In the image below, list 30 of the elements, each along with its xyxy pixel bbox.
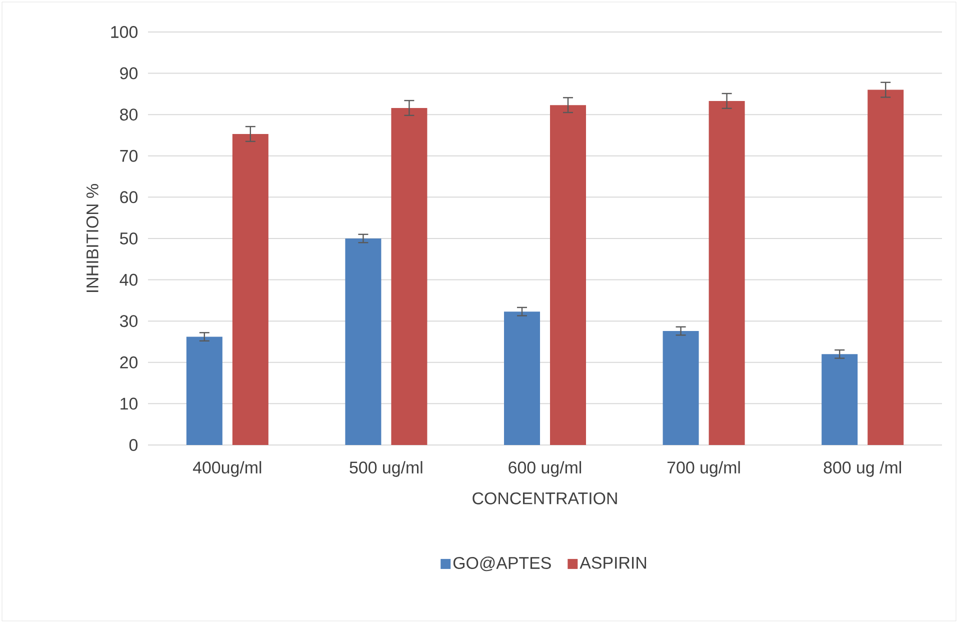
x-axis-title: CONCENTRATION <box>472 492 617 504</box>
legend-label: GO@APTES <box>453 556 551 572</box>
x-tick-label: 400ug/ml <box>192 461 262 477</box>
y-tick-label: 100 <box>111 26 138 38</box>
y-tick-label: 50 <box>120 232 138 244</box>
x-tick-label: 700 ug/ml <box>667 461 740 477</box>
x-tick-label: 500 ug/ml <box>350 461 422 477</box>
bar <box>868 90 904 445</box>
bar <box>232 134 268 445</box>
x-tick-label: 600 ug/ml <box>508 461 582 477</box>
bar <box>504 312 540 445</box>
y-tick-label: 0 <box>129 438 138 451</box>
y-tick-label: 20 <box>120 356 138 368</box>
y-tick-label: 30 <box>120 315 138 328</box>
y-tick-label: 70 <box>120 150 138 162</box>
bar <box>186 336 222 445</box>
bar <box>822 354 858 445</box>
legend-label: ASPIRIN <box>580 556 646 569</box>
bar <box>391 108 428 445</box>
bar <box>345 238 382 445</box>
y-tick-label: 60 <box>120 191 138 204</box>
y-tick-label: 90 <box>120 67 138 80</box>
bar <box>550 105 586 445</box>
bar <box>708 100 745 445</box>
bar <box>662 330 699 445</box>
y-tick-label: 40 <box>120 274 138 286</box>
y-tick-label: 80 <box>120 108 138 121</box>
x-tick-label: 800 ug /ml <box>824 461 901 477</box>
y-axis-title: INHIBITION % <box>86 184 98 292</box>
y-tick-label: 10 <box>120 398 138 410</box>
